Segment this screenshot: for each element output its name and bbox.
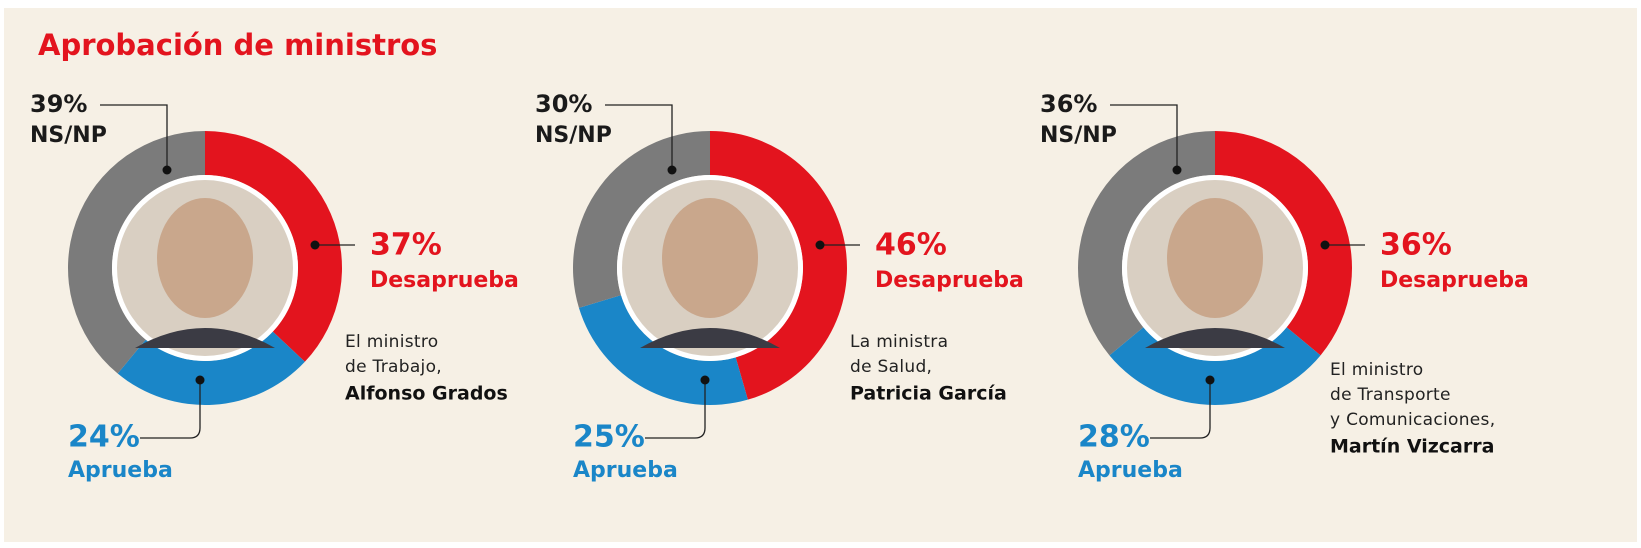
photo-head (662, 198, 758, 318)
caption: y Comunicaciones, (1330, 410, 1495, 430)
value-label: 25% (573, 420, 645, 455)
value-label: 24% (68, 420, 140, 455)
minister-name: Patricia García (850, 383, 1007, 405)
caption: La ministra (850, 332, 948, 352)
leader-dot (700, 375, 710, 385)
category-label: Desaprueba (370, 268, 519, 293)
minister-name: Alfonso Grados (345, 383, 508, 405)
leader-dot (1172, 165, 1182, 175)
donut-slice (572, 131, 710, 308)
caption: de Transporte (1330, 385, 1451, 405)
donut-slice (1078, 131, 1215, 356)
photo-head (157, 198, 253, 318)
value-label: 46% (875, 228, 947, 263)
category-label: Aprueba (68, 458, 173, 483)
minister-name: Martín Vizcarra (1330, 436, 1494, 458)
photo-body (135, 328, 275, 348)
category-label: Desaprueba (1380, 268, 1529, 293)
value-label: 37% (370, 228, 442, 263)
photo-body (1145, 328, 1285, 348)
category-label: Aprueba (1078, 458, 1183, 483)
leader-dot (1205, 375, 1215, 385)
value-label: 30% (535, 90, 592, 118)
leader-dot (162, 165, 172, 175)
photo-head (1167, 198, 1263, 318)
leader-line (645, 380, 706, 439)
donut-slice (68, 131, 205, 374)
category-label: NS/NP (1040, 123, 1117, 148)
category-label: NS/NP (535, 123, 612, 148)
chart-title: Aprobación de ministros (38, 28, 437, 62)
caption: El ministro (1330, 360, 1424, 380)
donut-slice (205, 131, 342, 362)
leader-line (1150, 380, 1211, 439)
photo-body (640, 328, 780, 348)
leader-line (100, 104, 168, 170)
caption: El ministro (345, 332, 439, 352)
caption: de Trabajo, (345, 357, 442, 377)
leader-dot (667, 165, 677, 175)
category-label: Aprueba (573, 458, 678, 483)
value-label: 39% (30, 90, 87, 118)
donut-slice (117, 331, 305, 405)
leader-dot (1320, 240, 1330, 250)
leader-line (140, 380, 201, 439)
value-label: 36% (1380, 228, 1452, 263)
leader-dot (310, 240, 320, 250)
leader-dot (195, 375, 205, 385)
value-label: 36% (1040, 90, 1097, 118)
caption: de Salud, (850, 357, 932, 377)
value-label: 28% (1078, 420, 1150, 455)
donut-slice (1215, 131, 1352, 356)
donut-slice (710, 131, 847, 400)
category-label: Desaprueba (875, 268, 1024, 293)
leader-line (605, 104, 673, 170)
category-label: NS/NP (30, 123, 107, 148)
leader-dot (815, 240, 825, 250)
leader-line (1110, 104, 1178, 170)
